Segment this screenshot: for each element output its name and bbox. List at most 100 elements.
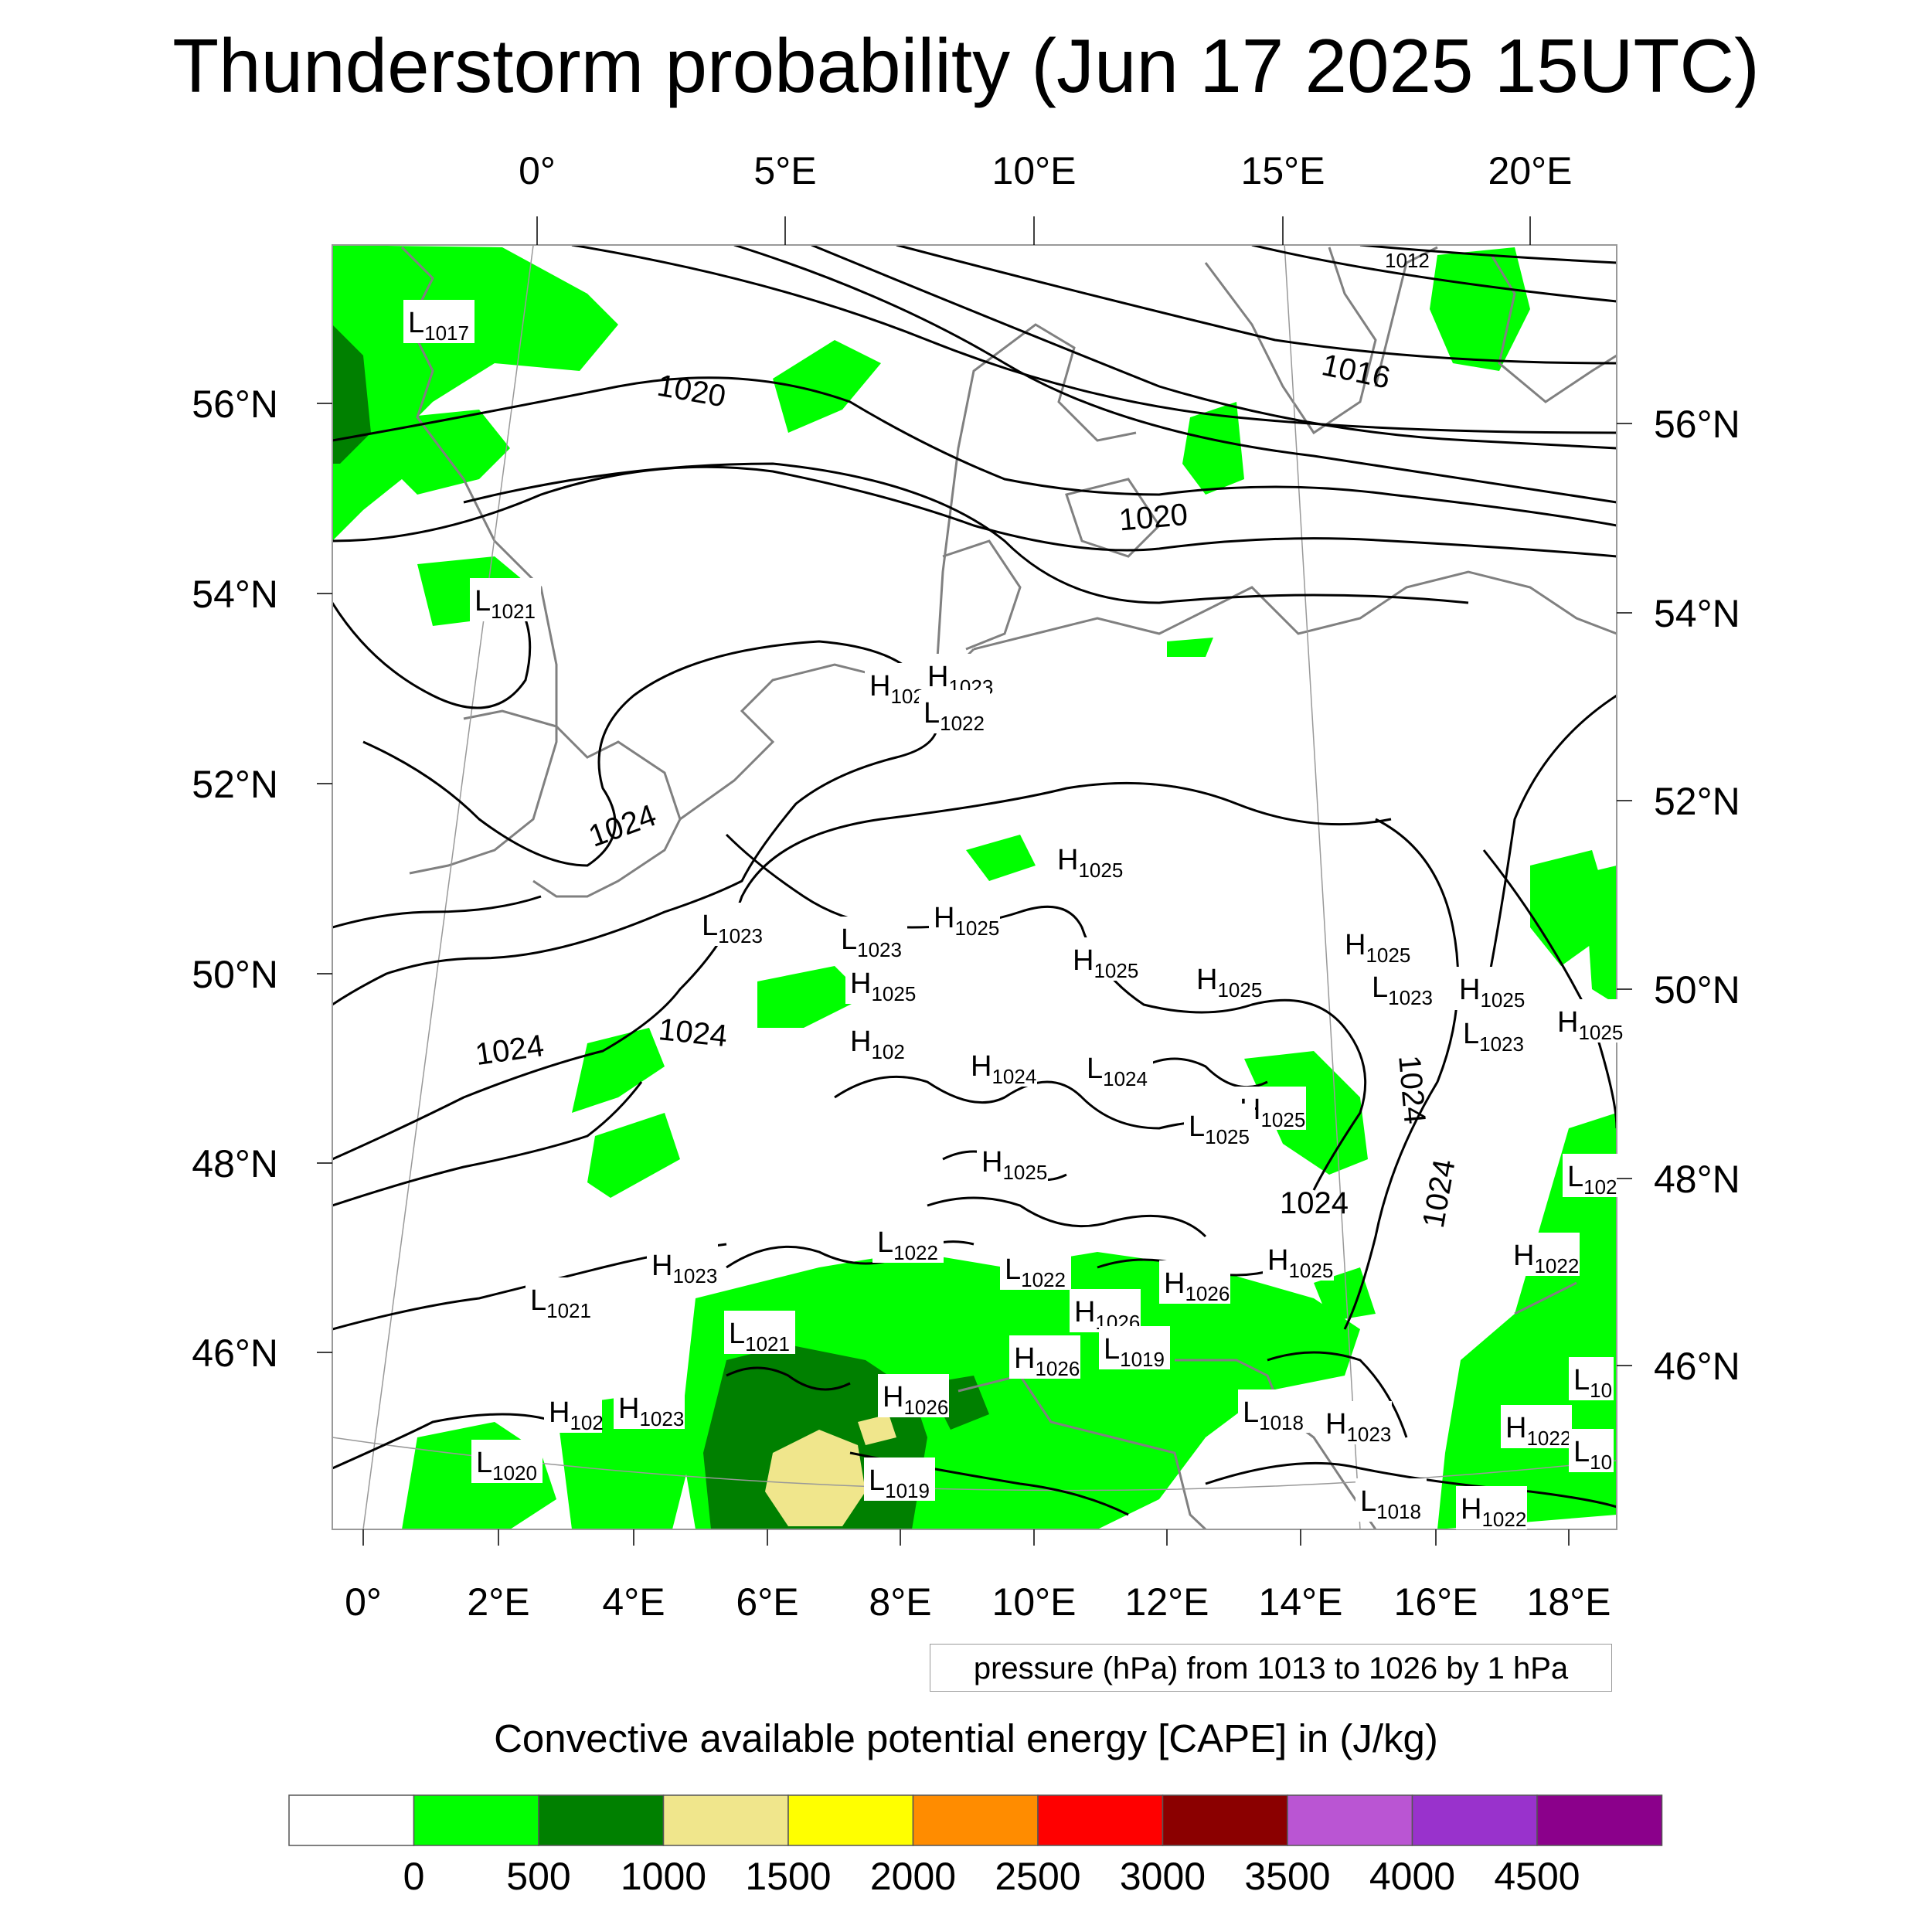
pressure-center-bg [1553,999,1624,1043]
lat-label: 54°N [1654,592,1740,635]
low-pressure-center: L102 [1567,1161,1617,1199]
high-pressure-center: H1023 [1325,1408,1391,1446]
high-pressure-center: H1025 [1057,844,1123,882]
right-lat-labels: 56°N 54°N 52°N 50°N 48°N 46°N [1654,403,1740,1388]
lon-label: 16°E [1394,1580,1478,1624]
high-pressure-center: H102 [549,1396,604,1434]
pressure-center-bg [1068,937,1139,981]
pressure-center-bg [1000,1247,1071,1290]
colorbar-swatch [1287,1794,1413,1846]
lon-label: 10°E [992,1580,1077,1624]
lon-label: 6°E [736,1580,798,1624]
colorbar-swatch [787,1794,914,1846]
pressure-center-bg [544,1389,602,1433]
low-pressure-center: L10 [1573,1364,1612,1402]
lat-label: 52°N [192,763,278,806]
lat-label: 56°N [1654,403,1740,446]
low-pressure-center: L1023 [1463,1018,1524,1056]
low-pressure-center: L1023 [841,923,902,961]
low-pressure-center: L1023 [702,910,763,947]
colorbar-swatch [1411,1794,1538,1846]
colorbar-title: Convective available potential energy [C… [494,1716,1438,1760]
high-pressure-center: H1025 [850,968,916,1005]
colorbar-tick-label: 3000 [1120,1855,1206,1898]
low-pressure-center: L1017 [408,307,469,345]
lat-label: 48°N [192,1142,278,1185]
high-pressure-center: H1025 [934,902,999,940]
colorbar-tick-label: 1500 [745,1855,831,1898]
high-pressure-center: H1026 [1164,1267,1230,1305]
colorbar-tick-label: 500 [506,1855,570,1898]
low-pressure-center: L1024 [1087,1053,1148,1090]
pressure-center-bg [1454,967,1526,1010]
pressure-center-bg [1509,1233,1580,1276]
high-pressure-center: H1026 [1014,1342,1080,1380]
pressure-center-bg [724,1311,795,1354]
low-pressure-center: L1019 [869,1464,930,1502]
lat-label: 56°N [192,383,278,426]
pressure-center-bg [1192,957,1263,1000]
low-pressure-center: L1021 [530,1284,591,1322]
pressure-center-bg [836,917,907,960]
plot-frame [332,244,1617,1530]
pressure-center-bg [1053,837,1124,880]
bottom-lon-labels: 0° 2°E 4°E 6°E 8°E 10°E 12°E 14°E 16°E 1… [345,1580,1611,1624]
isobar-label: 1024 [1280,1186,1349,1220]
isobar-label: 1024 [657,1012,729,1053]
pressure-center-bg [1456,1486,1527,1529]
low-pressure-center: L1019 [1104,1333,1165,1371]
colorbar-swatch [538,1794,665,1846]
map-title: Thunderstorm probability (Jun 17 2025 15… [172,23,1760,108]
pressure-center-bg [1263,1237,1334,1281]
pressure-center-bg [1340,922,1411,965]
colorbar-swatch [1037,1794,1164,1846]
lon-label: 18°E [1527,1580,1611,1624]
cape-1000-1500-areas [765,1414,896,1526]
colorbar-swatch [288,1794,415,1846]
colorbar-swatch [662,1794,789,1846]
pressure-center-bg [1355,1478,1427,1522]
pressure-center-bg [471,1440,543,1483]
low-pressure-center: L1018 [1243,1396,1304,1434]
lon-label: 0° [345,1580,382,1624]
pressure-center-bg [919,690,990,733]
isobar-labels: 1020 1016 1012 1020 1024 1024 1024 1024 … [473,249,1461,1230]
lat-label: 46°N [1654,1345,1740,1388]
lon-label: 10°E [992,149,1077,192]
pressure-center-bg [1009,1335,1080,1379]
lon-label: 14°E [1259,1580,1343,1624]
high-pressure-center: H1025 [1345,929,1410,967]
isobar-label: 1012 [1385,249,1430,272]
pressure-center-bg [1099,1326,1170,1369]
high-pressure-center: H1024 [971,1050,1036,1088]
colorbar-tick-label: 3500 [1244,1855,1330,1898]
lon-label: 20°E [1488,149,1573,192]
lon-label: 8°E [869,1580,931,1624]
lat-label: 54°N [192,573,278,616]
pressure-center-bg [1563,1154,1621,1197]
low-pressure-center: L1022 [877,1226,938,1264]
lon-label: 4°E [602,1580,665,1624]
high-pressure-center: H1022 [1513,1240,1579,1277]
low-pressure-center: L10 [1573,1436,1612,1474]
high-pressure-center: H1025 [1557,1006,1623,1044]
pressure-center-bg [403,300,474,343]
lat-label: 52°N [1654,780,1740,823]
colorbar-tick-label: 4000 [1369,1855,1455,1898]
colorbar-tick-label: 2500 [995,1855,1080,1898]
lat-label: 48°N [1654,1158,1740,1201]
high-pressure-center: H1023 [651,1250,717,1287]
colorbar-tick-label: 0 [403,1855,425,1898]
pressure-note: pressure (hPa) from 1013 to 1026 by 1 hP… [930,1644,1612,1692]
pressure-center-bg [614,1386,685,1429]
high-pressure-center: H1022 [1461,1493,1526,1531]
high-pressure-center: H1025 [1073,944,1138,982]
plot-area [332,245,1617,1529]
pressure-center-bg [845,961,917,1004]
colorbar-tick-label: 1000 [621,1855,706,1898]
lon-label: 5°E [753,149,816,192]
pressure-center-bg [966,1043,1037,1087]
pressure-center-bg [845,1019,903,1062]
lat-label: 46°N [192,1332,278,1375]
pressure-center-bg [1569,1429,1614,1472]
